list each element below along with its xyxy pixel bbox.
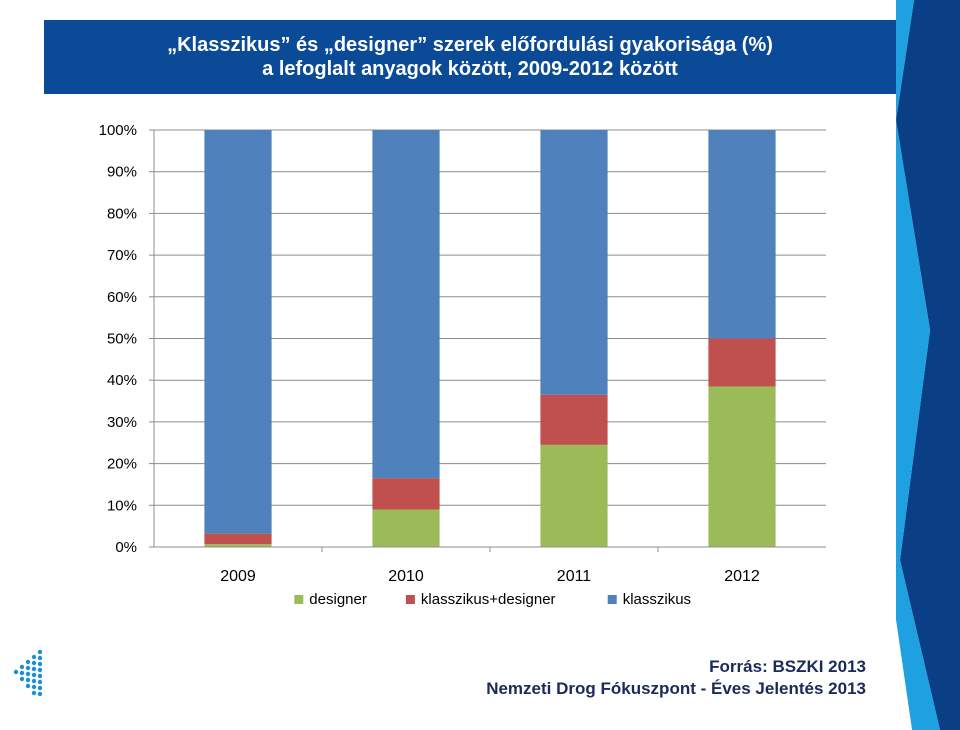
chart-title-line2: a lefoglalt anyagok között, 2009-2012 kö… xyxy=(262,58,678,80)
bars xyxy=(204,130,776,547)
source-line2: Nemzeti Drog Fókuszpont - Éves Jelentés … xyxy=(486,679,866,698)
legend-swatch xyxy=(405,595,415,604)
x-category-label: 2009 xyxy=(220,568,256,585)
x-category-label: 2011 xyxy=(557,568,592,585)
y-tick-label: 10% xyxy=(107,497,137,514)
right-stripe-dark xyxy=(896,0,960,730)
legend-swatch xyxy=(607,595,617,604)
y-tick-label: 0% xyxy=(115,539,137,556)
source-note: Forrás: BSZKI 2013 Nemzeti Drog Fókuszpo… xyxy=(486,656,866,700)
bottom-right-chevron xyxy=(896,620,912,730)
title-banner: „Klasszikus” és „designer” szerek előfor… xyxy=(44,20,896,94)
bar-klasszikus-2009 xyxy=(204,130,272,534)
right-stripe-light xyxy=(896,0,940,730)
axes: 0% 10% 20% 30% 40% 50% 60% 70% 80% 90% 100% 2009 201… xyxy=(99,122,826,585)
y-tick-label: 20% xyxy=(107,456,137,473)
legend-label: klasszikus+designer xyxy=(421,591,556,608)
bar-designer-2009 xyxy=(204,544,272,547)
bar-klasszikus-designer-2009 xyxy=(204,533,272,545)
bar-klasszikus-2012 xyxy=(708,130,776,339)
bar-klasszikus-designer-2011 xyxy=(540,394,608,445)
legend-label: klasszikus xyxy=(623,591,691,608)
bar-klasszikus-designer-2012 xyxy=(708,338,776,387)
y-tick-label: 90% xyxy=(107,164,137,181)
bar-klasszikus-designer-2010 xyxy=(372,478,440,510)
y-tick-label: 60% xyxy=(107,289,137,306)
bar-designer-2011 xyxy=(540,444,608,547)
x-category-label: 2010 xyxy=(388,568,424,585)
y-tick-label: 80% xyxy=(107,205,137,222)
bar-klasszikus-2011 xyxy=(540,130,608,395)
bar-designer-2012 xyxy=(708,386,776,547)
bar-designer-2010 xyxy=(372,509,440,547)
logo-dots-icon xyxy=(13,649,43,697)
y-tick-label: 40% xyxy=(107,372,137,389)
chart-title-line1: „Klasszikus” és „designer” szerek előfor… xyxy=(167,34,773,56)
y-tick-label: 50% xyxy=(107,331,137,348)
legend: designer klasszikus+designer klasszikus xyxy=(294,591,691,608)
y-tick-label: 70% xyxy=(107,247,137,264)
x-category-label: 2012 xyxy=(724,568,760,585)
bar-klasszikus-2010 xyxy=(372,130,440,479)
legend-label: designer xyxy=(309,591,367,608)
y-tick-label: 100% xyxy=(99,122,137,139)
y-tick-label: 30% xyxy=(107,414,137,431)
source-line1: Forrás: BSZKI 2013 xyxy=(709,657,866,676)
legend-swatch xyxy=(294,595,304,604)
